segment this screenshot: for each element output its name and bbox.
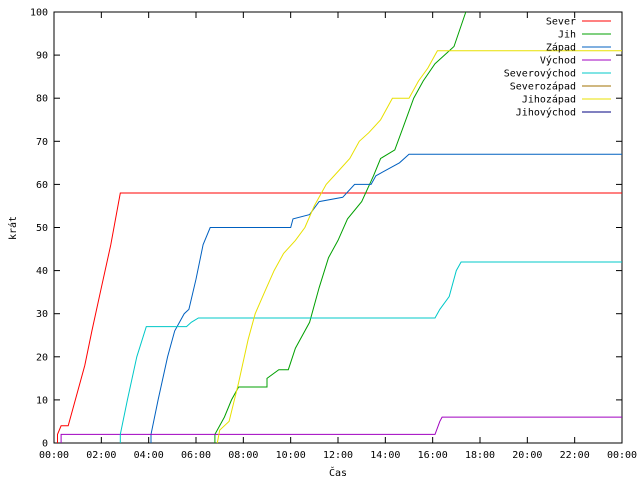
x-tick-label: 22:00 <box>560 450 590 461</box>
x-tick-label: 04:00 <box>134 450 164 461</box>
series-group <box>57 11 622 444</box>
y-axis-label: krát <box>7 216 19 240</box>
series-line <box>60 416 622 443</box>
y-tick-label: 100 <box>30 8 48 19</box>
legend-label: Západ <box>546 42 576 54</box>
y-tick-label: 30 <box>36 309 48 320</box>
y-tick-label: 80 <box>36 94 48 105</box>
y-tick-label: 40 <box>36 266 48 277</box>
legend-label: Jih <box>558 30 576 41</box>
legend-label: Jihozápad <box>522 94 576 106</box>
x-tick-label: 00:00 <box>39 450 69 461</box>
series-line <box>119 261 622 443</box>
x-tick-label: 02:00 <box>86 450 116 461</box>
y-tick-label: 60 <box>36 180 48 191</box>
tick-group: 00:00 02:00 04:00 06:00 08:00 10:00 12:00 14:00… <box>30 8 637 462</box>
x-tick-label: 16:00 <box>418 450 448 461</box>
y-tick-label: 10 <box>36 395 48 406</box>
y-tick-label: 70 <box>36 137 48 148</box>
y-tick-label: 0 <box>42 439 48 450</box>
x-tick-label: 14:00 <box>370 450 400 461</box>
y-tick-label: 20 <box>36 352 48 363</box>
series-line <box>150 153 622 443</box>
series-line <box>216 50 622 444</box>
x-tick-label: 08:00 <box>228 450 258 461</box>
legend-label: Jihovýchod <box>516 107 576 119</box>
x-tick-label: 12:00 <box>323 450 353 461</box>
x-tick-label: 18:00 <box>465 450 495 461</box>
x-axis-label: Čas <box>329 466 347 479</box>
legend-label: Severovýchod <box>504 68 576 80</box>
series-line <box>214 11 467 443</box>
series-line <box>57 192 622 443</box>
x-tick-label: 06:00 <box>181 450 211 461</box>
x-tick-label: 20:00 <box>512 450 542 461</box>
legend: Sever JihZápadVýchodSeverovýchodSeverozáp… <box>504 17 611 119</box>
legend-label: Východ <box>540 55 576 67</box>
y-tick-label: 90 <box>36 51 48 62</box>
x-tick-label: 00:00 <box>607 450 637 461</box>
y-tick-label: 50 <box>36 223 48 234</box>
legend-label: Severozápad <box>510 81 576 93</box>
x-tick-label: 10:00 <box>276 450 306 461</box>
legend-label: Sever <box>546 17 576 28</box>
